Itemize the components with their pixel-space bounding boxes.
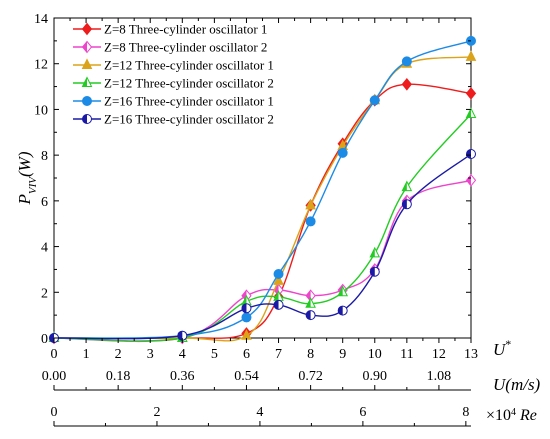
legend-label: Z=12 Three-cylinder oscillator 1	[104, 58, 274, 73]
series-5-point	[241, 312, 252, 323]
x-tick-label: 10	[368, 347, 382, 362]
legend-item-5: Z=16 Three-cylinder oscillator 1	[73, 94, 274, 109]
legend-item-4: Z=12 Three-cylinder oscillator 2	[73, 76, 274, 91]
series-4-point-fill	[466, 108, 471, 118]
x-axis-velocity: 0.00 0.18 0.36 0.54 0.72 0.90 1.08	[42, 369, 471, 391]
y-axis: 0 2 4 6 8 10 12 14	[34, 12, 471, 347]
legend-label: Z=16 Three-cylinder oscillator 1	[104, 94, 274, 109]
reynolds-tick-label: 2	[153, 405, 160, 420]
series-3-point	[465, 50, 477, 61]
x-tick-label: 7	[275, 347, 282, 362]
legend-marker	[82, 96, 92, 106]
x-tick-label: 2	[115, 347, 122, 362]
series-5-point	[369, 95, 380, 106]
y-tick-label: 14	[34, 12, 48, 27]
reynolds-tick-label: 8	[462, 405, 469, 420]
series-4	[48, 107, 477, 342]
series-4-point-fill	[306, 298, 311, 308]
legend-item-6: Z=16 Three-cylinder oscillator 2	[73, 112, 274, 127]
series-6-point-fill	[274, 300, 279, 310]
series-5-point	[305, 216, 316, 227]
series-3-point	[305, 198, 316, 210]
x-axis-title-ustar: U*	[493, 337, 511, 359]
velocity-tick-label: 0.72	[298, 369, 323, 384]
velocity-tick-label: 1.08	[427, 369, 452, 384]
x-tick-label: 5	[211, 347, 218, 362]
legend-marker	[81, 58, 93, 69]
legend-marker-fill	[82, 114, 87, 124]
legend-label: Z=16 Three-cylinder oscillator 2	[104, 112, 274, 127]
reynolds-tick-label: 6	[359, 405, 366, 420]
series-3-point	[273, 274, 284, 285]
series-2-point-fill	[306, 290, 311, 302]
series-6-point-fill	[370, 267, 375, 277]
velocity-tick-label: 0.00	[42, 369, 67, 384]
series-6-point-fill	[177, 331, 183, 341]
reynolds-tick-label: 0	[51, 405, 58, 420]
y-tick-label: 6	[41, 195, 48, 210]
x-axis-title-reynolds: ×104 Re	[486, 407, 537, 425]
series-1-point	[465, 87, 477, 100]
series-5-point	[337, 147, 348, 158]
x-axis-ustar: 0 1 2 3 4 5 6 7 8 9 10 11 12 13	[51, 18, 478, 362]
x-axis-reynolds: 0 2 4 6 8	[51, 405, 471, 427]
x-axis-title-velocity: U(m/s)	[493, 375, 541, 394]
y-tick-label: 2	[41, 286, 48, 301]
x-tick-label: 12	[432, 347, 446, 362]
legend-marker	[81, 22, 93, 36]
x-tick-label: 11	[400, 347, 413, 362]
series-6-point-fill	[306, 310, 311, 320]
x-tick-label: 9	[339, 347, 346, 362]
series-2-point-fill	[466, 174, 471, 186]
legend-label: Z=8 Three-cylinder oscillator 2	[104, 40, 267, 55]
series-5-point	[401, 56, 412, 67]
x-tick-label: 13	[464, 347, 478, 362]
y-tick-label: 0	[41, 332, 48, 347]
y-tick-label: 4	[41, 241, 48, 256]
series-6-point-fill	[466, 149, 471, 159]
series-6-point-fill	[338, 306, 343, 316]
series-6-line	[53, 153, 472, 340]
velocity-tick-label: 0.36	[170, 369, 195, 384]
y-tick-label: 8	[41, 149, 48, 164]
x-tick-label: 3	[147, 347, 154, 362]
x-tick-label: 8	[307, 347, 314, 362]
series-4-point-fill	[402, 181, 407, 191]
series-4-line	[53, 113, 472, 342]
series-1-point	[401, 77, 412, 91]
series-5-point	[273, 269, 284, 279]
series-4-point-fill	[274, 291, 279, 301]
series-4-point-fill	[338, 286, 343, 296]
velocity-tick-label: 0.90	[363, 369, 388, 384]
legend-item-3: Z=12 Three-cylinder oscillator 1	[73, 58, 274, 73]
series-6	[49, 149, 476, 343]
legend-item-1: Z=8 Three-cylinder oscillator 1	[73, 22, 267, 37]
legend-marker-fill	[82, 41, 87, 53]
x-tick-label: 6	[243, 347, 250, 362]
x-tick-label: 0	[51, 347, 58, 362]
reynolds-tick-label: 4	[256, 405, 263, 420]
legend-item-2: Z=8 Three-cylinder oscillator 2	[73, 40, 267, 55]
x-tick-label: 4	[179, 347, 186, 362]
legend-marker-fill	[82, 77, 87, 87]
legend: Z=8 Three-cylinder oscillator 1 Z=8 Three…	[73, 22, 274, 127]
series-6-point-fill	[49, 333, 54, 343]
legend-label: Z=8 Three-cylinder oscillator 1	[104, 22, 267, 37]
y-tick-label: 12	[34, 58, 48, 73]
y-axis-title: PVIV(W)	[15, 151, 39, 205]
velocity-tick-label: 0.18	[106, 369, 131, 384]
x-tick-label: 1	[83, 347, 90, 362]
series-layer	[48, 35, 477, 345]
series-4-point-fill	[241, 295, 247, 305]
series-4-point-fill	[370, 247, 375, 257]
y-tick-label: 10	[34, 103, 48, 118]
legend-label: Z=12 Three-cylinder oscillator 2	[104, 76, 274, 91]
velocity-tick-label: 0.54	[234, 369, 259, 384]
series-6-point-fill	[241, 303, 247, 313]
series-6-point-fill	[402, 199, 407, 209]
